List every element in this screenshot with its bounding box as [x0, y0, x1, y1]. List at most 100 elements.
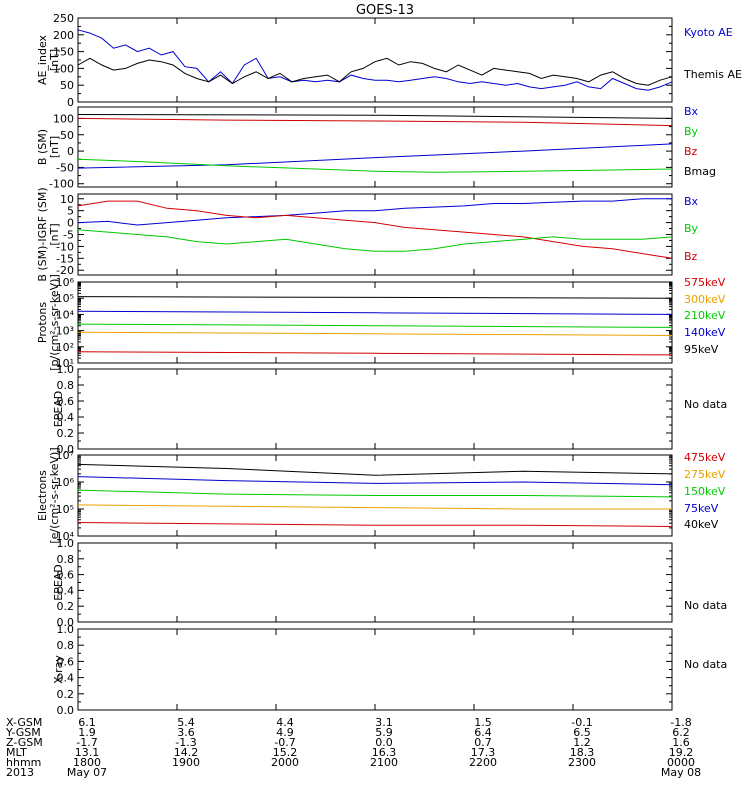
series-line-140kev: [77, 310, 673, 315]
y-axis-label: [e/(cm²-s-sr-keV)]: [48, 447, 61, 543]
y-axis-label: [nT]: [48, 136, 61, 158]
legend-entry: Kyoto AE: [684, 26, 733, 39]
y-tick-label: -100: [49, 178, 74, 191]
legend-entry: 575keV: [684, 276, 726, 289]
x-axis-value: -0.1: [571, 716, 592, 729]
series-line-210kev: [77, 323, 673, 328]
y-tick-label: 0.8: [57, 553, 75, 566]
x-axis-value: 13.1: [75, 746, 100, 759]
y-tick-label: 10⁴: [56, 308, 75, 321]
panel-epead2: 0.0 0.2 0.4 0.6 0.8 1.0 EPEAD No data: [52, 537, 727, 629]
legend-entry: Bz: [684, 145, 698, 158]
series-line-bz: [77, 117, 673, 127]
legend-entry: No data: [684, 599, 727, 612]
panel-frame: [77, 542, 673, 623]
x-axis-value: 17.3: [471, 746, 496, 759]
y-tick-label: 0.2: [57, 427, 75, 440]
y-tick-label: 1.0: [57, 363, 75, 376]
y-tick-label: 0.0: [57, 704, 75, 717]
x-axis-value: May 07: [67, 766, 107, 779]
legend-entry: Bmag: [684, 165, 716, 178]
y-tick-label: 10²: [56, 341, 74, 354]
panel-frame: [77, 17, 673, 103]
x-axis-value: 18.3: [570, 746, 595, 759]
legend-entry: Bx: [684, 195, 699, 208]
series-line-575kev: [77, 351, 673, 356]
legend-entry: No data: [684, 398, 727, 411]
x-axis-row-label: X-GSM: [6, 716, 42, 729]
legend-entry: 150keV: [684, 485, 726, 498]
y-tick-label: -5: [63, 229, 74, 242]
series-line-themis-ae: [77, 57, 673, 86]
y-tick-label: 10⁵: [56, 503, 74, 516]
y-tick-label: -15: [56, 252, 74, 265]
x-axis-value: -1.7: [76, 736, 97, 749]
x-axis-value: May 08: [661, 766, 701, 779]
y-tick-label: 10: [60, 193, 74, 206]
x-axis-row-label: Y-GSM: [5, 726, 41, 739]
y-tick-label: 100: [53, 112, 74, 125]
y-axis-label: Protons: [36, 302, 49, 343]
panel-frame: [77, 628, 673, 711]
x-axis-row-label: 2013: [6, 766, 34, 779]
legend-entry: By: [684, 125, 699, 138]
x-axis-value: 2200: [469, 756, 497, 769]
y-tick-label: 0.4: [57, 584, 75, 597]
x-axis-value: 6.1: [78, 716, 96, 729]
y-tick-label: 10⁶: [56, 276, 75, 289]
legend-entry: 475keV: [684, 451, 726, 464]
legend-entry: 40keV: [684, 518, 719, 531]
y-tick-label: 0.2: [57, 688, 75, 701]
y-tick-label: 10³: [56, 325, 74, 338]
y-tick-label: 50: [60, 79, 74, 92]
legend-entry: 95keV: [684, 343, 719, 356]
legend-entry: Bz: [684, 250, 698, 263]
series-line-40kev: [77, 463, 673, 476]
y-axis-label: EPEAD: [52, 564, 65, 601]
y-tick-label: 10⁵: [56, 292, 74, 305]
y-tick-label: 0: [67, 96, 74, 109]
legend-entry: No data: [684, 658, 727, 671]
series-line-bx: [77, 143, 673, 169]
x-axis-value: 6.2: [672, 726, 690, 739]
series-line-bx: [77, 198, 672, 226]
panel-xray: 0.0 0.2 0.4 0.6 0.8 1.0 X-ray No data: [52, 623, 727, 717]
panel-ae: 0 50 100 150 200 250 AE_index [nT] Kyoto AE Themi…: [36, 12, 742, 109]
y-tick-label: 0.6: [57, 395, 75, 408]
x-axis-value: 1.9: [78, 726, 96, 739]
x-axis-value: 5.4: [177, 716, 195, 729]
panel-frame: [77, 368, 673, 450]
y-tick-label: 250: [53, 12, 74, 25]
x-axis-value: 0.0: [375, 736, 393, 749]
x-axis-row-label: hhmm: [6, 756, 41, 769]
x-axis-value: 6.5: [573, 726, 591, 739]
series-line-150kev: [77, 489, 673, 498]
y-tick-label: 0: [67, 217, 74, 230]
legend-entry: 300keV: [684, 293, 726, 306]
y-axis-label: X-ray: [52, 655, 65, 684]
y-axis-label: AE_index: [36, 34, 49, 85]
x-axis-value: 1800: [73, 756, 101, 769]
y-tick-label: -20: [56, 264, 74, 277]
y-tick-label: 0.8: [57, 379, 75, 392]
y-tick-label: 0.8: [57, 639, 75, 652]
y-tick-label: 0.0: [57, 616, 75, 629]
series-line-475kev: [77, 522, 673, 527]
legend-entry: 210keV: [684, 309, 726, 322]
x-axis-value: 2100: [370, 756, 398, 769]
legend-entry: 275keV: [684, 468, 726, 481]
y-axis-label: [nT]: [48, 223, 61, 245]
y-axis-label: EPEAD: [52, 391, 65, 428]
x-axis-value: -0.7: [274, 736, 295, 749]
series-line-by: [77, 158, 673, 173]
x-axis-value: 1.2: [573, 736, 591, 749]
x-axis-value: 6.4: [474, 726, 492, 739]
y-axis-label: B (SM): [36, 129, 49, 165]
y-axis-label: [nT]: [48, 49, 61, 71]
series-line-kyoto-ae: [77, 29, 673, 91]
x-axis-row-label: Z-GSM: [6, 736, 43, 749]
y-tick-label: 1.0: [57, 623, 75, 636]
legend-entry: By: [684, 222, 699, 235]
y-tick-label: 0.4: [57, 411, 75, 424]
x-axis-value: 15.2: [273, 746, 298, 759]
